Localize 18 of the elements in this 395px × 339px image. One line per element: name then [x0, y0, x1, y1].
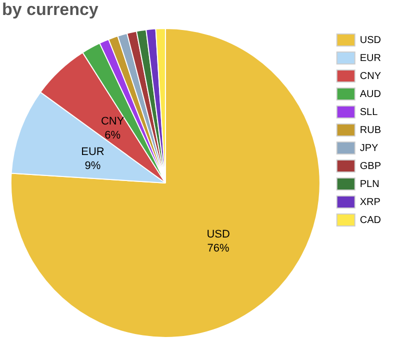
- legend-label: RUB: [360, 124, 382, 136]
- legend-label: PLN: [360, 178, 380, 190]
- slice-label: EUR: [81, 146, 104, 158]
- legend-label: EUR: [360, 52, 382, 64]
- legend-label: SLL: [360, 106, 378, 118]
- slice-label: CNY: [100, 116, 125, 128]
- data-label: 6%: [104, 130, 121, 142]
- data-label: 76%: [207, 242, 230, 254]
- legend-label: AUD: [360, 88, 382, 100]
- data-label: 9%: [84, 160, 101, 172]
- legend-label: CNY: [360, 70, 382, 82]
- legend-label: GBP: [360, 160, 382, 172]
- legend-label: USD: [360, 34, 382, 46]
- slice-label: USD: [206, 228, 230, 240]
- chart-title: by currency: [2, 0, 98, 20]
- legend-label: CAD: [360, 214, 382, 226]
- legend-label: XRP: [360, 196, 381, 208]
- legend-label: JPY: [360, 142, 379, 154]
